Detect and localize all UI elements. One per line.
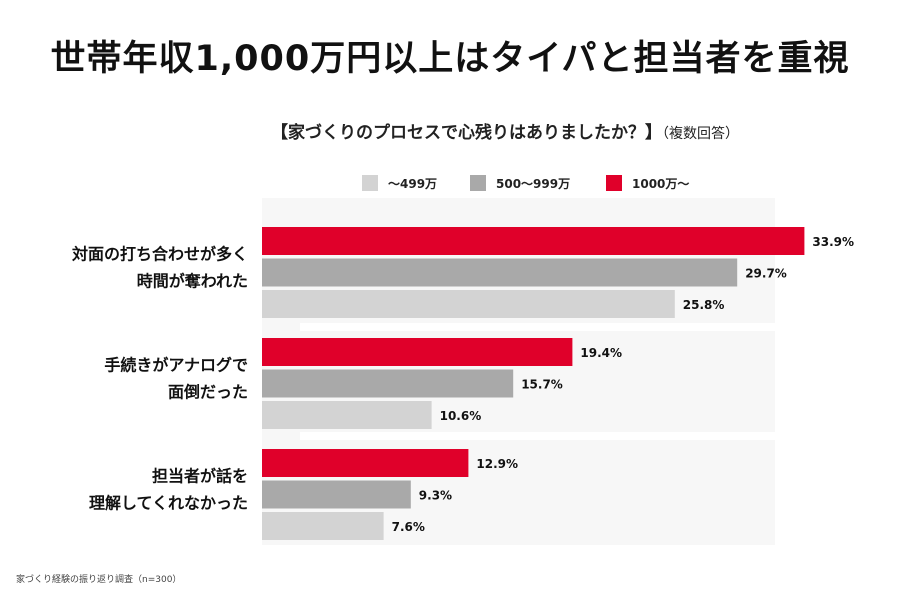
category-label: 対面の打ち合わせが多く	[71, 245, 248, 264]
bar	[262, 401, 432, 429]
data-label: 33.9%	[812, 235, 854, 249]
data-label: 19.4%	[580, 346, 622, 360]
category-label: 時間が奪われた	[137, 272, 248, 291]
data-label: 7.6%	[392, 520, 425, 534]
data-label: 25.8%	[683, 298, 725, 312]
category-label: 担当者が話を	[152, 467, 248, 486]
group-separator	[300, 323, 820, 331]
bar	[262, 449, 469, 477]
legend-swatch	[362, 175, 378, 191]
data-label: 29.7%	[745, 267, 787, 281]
group-separator	[300, 432, 820, 440]
category-label: 手続きがアナログで	[104, 356, 248, 375]
category-label: 理解してくれなかった	[89, 494, 248, 513]
legend-label: 500〜999万	[496, 177, 570, 191]
legend-swatch	[606, 175, 622, 191]
page-title: 世帯年収1,000万円以上はタイパと担当者を重視	[50, 39, 850, 79]
legend-label: 〜499万	[388, 177, 437, 191]
chart-question: 【家づくりのプロセスで心残りはありましたか？】	[271, 123, 662, 143]
data-label: 12.9%	[476, 457, 518, 471]
bar	[262, 258, 738, 287]
legend-swatch	[470, 175, 486, 191]
chart-question-note: （複数回答）	[662, 126, 739, 142]
category-label: 面倒だった	[168, 383, 248, 402]
bar	[262, 369, 514, 398]
survey-footnote: 家づくり経験の振り返り調査（n=300）	[16, 575, 182, 585]
bar	[262, 227, 805, 255]
bar	[262, 480, 411, 509]
chart-subtitle: 【家づくりのプロセスで心残りはありましたか？】（複数回答）	[185, 118, 825, 143]
data-label: 15.7%	[521, 378, 563, 392]
data-label: 9.3%	[419, 489, 452, 503]
bar	[262, 290, 675, 318]
bar	[262, 512, 384, 540]
data-label: 10.6%	[440, 409, 482, 423]
bar	[262, 338, 573, 366]
legend-label: 1000万〜	[632, 177, 689, 191]
